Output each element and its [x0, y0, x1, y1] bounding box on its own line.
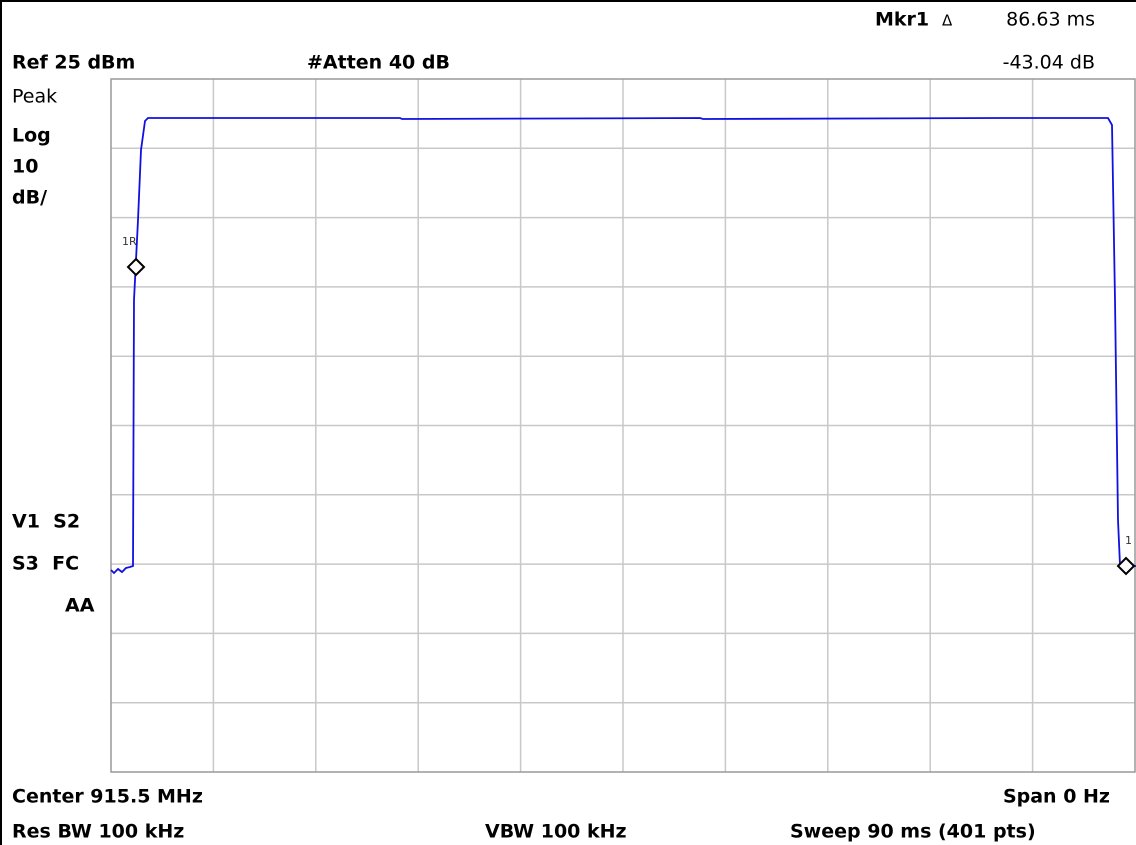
span: Span 0 Hz	[1003, 786, 1110, 808]
marker-time: 86.63 ms	[1006, 9, 1095, 31]
marker-level: -43.04 dB	[1003, 52, 1095, 74]
detector: Peak	[12, 86, 57, 108]
scale-type: Log	[12, 125, 51, 147]
reference-level: Ref 25 dBm	[12, 52, 135, 74]
delta-symbol: Δ	[942, 12, 953, 30]
marker-label: 1R	[122, 235, 137, 248]
attenuation: #Atten 40 dB	[307, 52, 450, 74]
status-flags: AA	[65, 595, 95, 617]
marker-diamond	[126, 257, 146, 277]
marker-name: Mkr1	[875, 9, 929, 31]
graticule	[111, 79, 1135, 772]
marker-label: 1	[1125, 534, 1132, 547]
scale-unit: dB/	[12, 187, 47, 209]
status-flags: S3 FC	[12, 553, 79, 575]
sweep: Sweep 90 ms (401 pts)	[790, 821, 1036, 843]
resolution-bandwidth: Res BW 100 kHz	[12, 821, 184, 843]
marker-diamond	[1116, 556, 1136, 576]
center-frequency: Center 915.5 MHz	[12, 786, 203, 808]
trace	[110, 117, 1136, 575]
scale-per-div: 10	[12, 156, 38, 178]
status-flags: V1 S2	[12, 511, 80, 533]
video-bandwidth: VBW 100 kHz	[485, 821, 627, 843]
graticule-border	[110, 78, 1136, 773]
